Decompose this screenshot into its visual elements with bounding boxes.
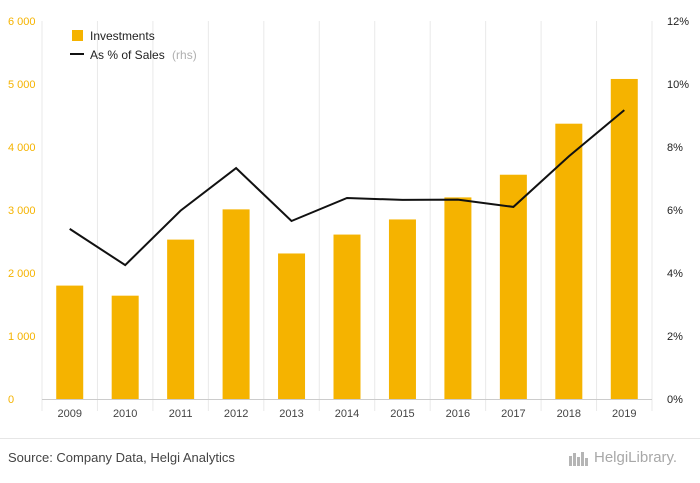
- bar-series-investments: [56, 78, 638, 400]
- x-axis-ticks: 2009 2010 2011 2012 2013 2014 2015 2016 2017 2018…: [57, 408, 636, 420]
- left-tick-label: 0: [8, 394, 14, 406]
- x-tick-label-2013: 2013: [279, 408, 303, 420]
- right-tick-label: 12%: [667, 16, 689, 28]
- helgi-logo-icon: [569, 451, 588, 466]
- right-tick-label: 6%: [667, 205, 683, 217]
- left-tick-label: 3 000: [8, 205, 36, 217]
- left-axis-ticks: 0 1 000 2 000 3 000 4 000 5 000 6 000: [8, 16, 36, 406]
- grid-lines: [41, 21, 653, 411]
- bar-2013: [278, 253, 306, 399]
- legend-label-investments: Investments: [90, 29, 155, 43]
- left-tick-label: 6 000: [8, 16, 36, 28]
- bar-2011: [167, 239, 195, 399]
- right-tick-label: 10%: [667, 79, 689, 91]
- bar-2009: [56, 285, 84, 399]
- x-tick-label-2019: 2019: [612, 408, 636, 420]
- right-tick-label: 0%: [667, 394, 683, 406]
- helgi-library-logo: HelgiLibrary.: [568, 449, 677, 466]
- x-tick-label-2017: 2017: [501, 408, 525, 420]
- left-tick-label: 5 000: [8, 79, 36, 91]
- left-tick-label: 2 000: [8, 268, 36, 280]
- x-tick-label-2009: 2009: [57, 408, 81, 420]
- x-tick-label-2014: 2014: [335, 408, 359, 420]
- legend: Investments As % of Sales (rhs): [70, 29, 197, 62]
- legend-label-pct-of-sales: As % of Sales (rhs): [90, 48, 197, 62]
- bar-2012: [222, 209, 250, 399]
- left-tick-label: 1 000: [8, 331, 36, 343]
- x-tick-label-2015: 2015: [390, 408, 414, 420]
- source-note: Source: Company Data, Helgi Analytics: [8, 450, 235, 465]
- right-tick-label: 2%: [667, 331, 683, 343]
- legend-swatch-investments: [72, 30, 83, 41]
- left-tick-label: 4 000: [8, 142, 36, 154]
- x-tick-label-2016: 2016: [446, 408, 470, 420]
- legend-label-pct-main: As % of Sales: [90, 48, 165, 62]
- bar-2014: [333, 234, 361, 399]
- right-tick-label: 4%: [667, 268, 683, 280]
- x-tick-label-2018: 2018: [557, 408, 581, 420]
- bar-2010: [111, 295, 139, 399]
- line-series-pct-of-sales: [69, 109, 625, 267]
- logo-text: HelgiLibrary.: [594, 449, 678, 466]
- x-tick-label-2012: 2012: [224, 408, 248, 420]
- x-tick-label-2010: 2010: [113, 408, 137, 420]
- x-tick-label-2011: 2011: [169, 408, 193, 420]
- right-tick-label: 8%: [667, 142, 683, 154]
- bar-2016: [444, 197, 472, 399]
- bar-2019: [610, 78, 638, 400]
- bar-2018: [555, 123, 583, 399]
- right-axis-ticks: 0% 2% 4% 6% 8% 10% 12%: [667, 16, 689, 406]
- footer-divider: [0, 438, 700, 439]
- legend-label-rhs: (rhs): [172, 48, 197, 62]
- bar-2017: [499, 174, 527, 399]
- bar-2015: [388, 219, 416, 399]
